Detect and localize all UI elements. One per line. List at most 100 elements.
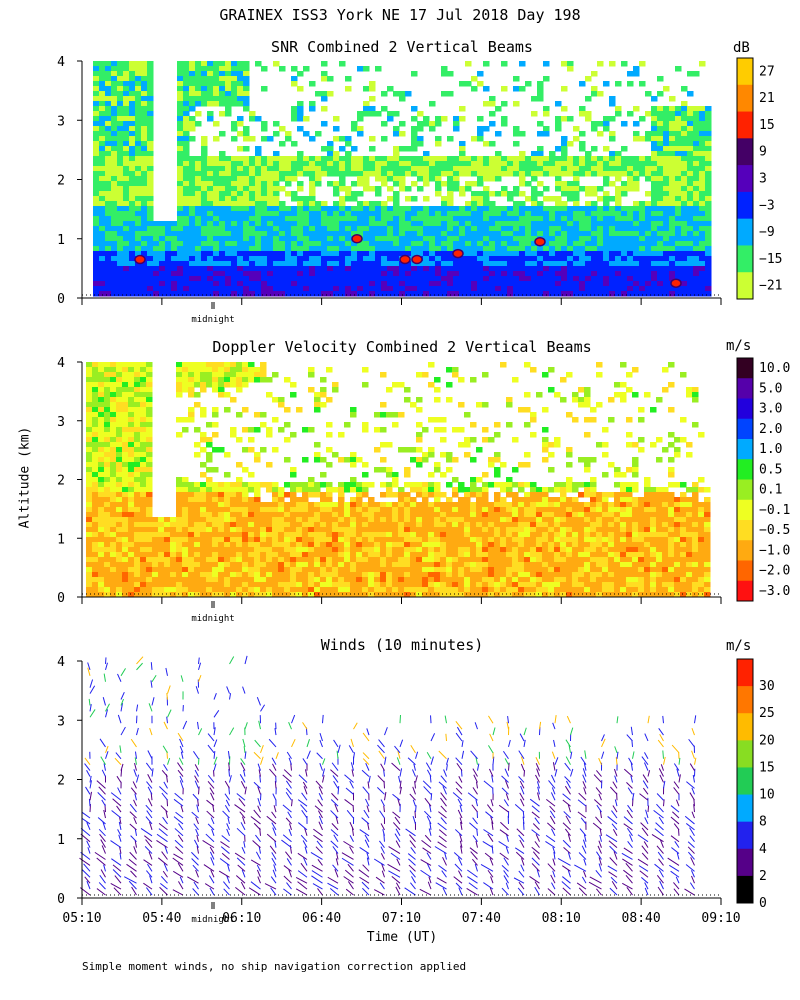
velocity-cell [332, 567, 339, 573]
snr-cell [477, 176, 484, 182]
velocity-cell [266, 432, 273, 438]
velocity-cell [122, 387, 129, 393]
velocity-cell [254, 552, 261, 558]
snr-cell [429, 236, 436, 242]
velocity-cell [248, 482, 255, 488]
snr-cell [393, 261, 400, 267]
snr-cell [291, 246, 298, 252]
velocity-cell [326, 582, 333, 588]
snr-cell [447, 71, 454, 77]
velocity-cell [128, 522, 135, 528]
snr-cell [117, 131, 124, 137]
velocity-cell [362, 557, 369, 563]
snr-cell [237, 61, 244, 67]
snr-cell [141, 186, 148, 192]
snr-cell [111, 236, 118, 242]
snr-cell [207, 211, 214, 217]
snr-cell [195, 206, 202, 212]
snr-cell [177, 196, 184, 202]
velocity-cell [224, 587, 231, 593]
snr-cell [177, 106, 184, 112]
velocity-cell [110, 492, 117, 498]
velocity-cell [98, 537, 105, 543]
snr-cell [231, 231, 238, 237]
snr-cell [525, 261, 532, 267]
snr-cell [303, 66, 310, 72]
snr-cell [135, 206, 142, 212]
velocity-cell [188, 392, 195, 398]
velocity-cell [110, 567, 117, 573]
velocity-cell [314, 457, 321, 463]
snr-cell [225, 81, 232, 87]
velocity-colorbar-unit: m/s [726, 338, 752, 354]
snr-cell [669, 171, 676, 177]
velocity-cell [146, 367, 153, 373]
snr-cell [333, 116, 340, 122]
snr-cell [645, 171, 652, 177]
snr-cell [147, 106, 154, 112]
snr-cell [351, 286, 358, 292]
snr-cell [129, 61, 136, 67]
snr-cell [291, 286, 298, 292]
snr-cell [111, 191, 118, 197]
snr-cell [183, 251, 190, 257]
velocity-cell [110, 547, 117, 553]
snr-cell [309, 286, 316, 292]
snr-cell [579, 286, 586, 292]
velocity-cell [212, 577, 219, 583]
velocity-cell [122, 502, 129, 508]
snr-cell [477, 246, 484, 252]
snr-cell [537, 226, 544, 232]
velocity-cell [254, 452, 261, 458]
velocity-cell [92, 487, 99, 493]
velocity-cell [152, 517, 159, 523]
snr-cell [297, 276, 304, 282]
snr-cell [237, 101, 244, 107]
velocity-cell [362, 367, 369, 373]
velocity-cell [206, 512, 213, 518]
snr-cell [555, 256, 562, 262]
snr-cell [393, 251, 400, 257]
snr-cell [483, 126, 490, 132]
snr-cell [693, 111, 700, 117]
snr-cell [189, 231, 196, 237]
velocity-cell [278, 552, 285, 558]
snr-cell [573, 211, 580, 217]
velocity-cell [212, 582, 219, 588]
velocity-cell [134, 497, 141, 503]
snr-cell [693, 156, 700, 162]
snr-cell [447, 231, 454, 237]
velocity-cell [314, 482, 321, 488]
snr-cell [597, 236, 604, 242]
snr-cell [93, 201, 100, 207]
snr-cell [429, 211, 436, 217]
snr-cell [501, 266, 508, 272]
snr-cell [237, 181, 244, 187]
snr-cell [303, 241, 310, 247]
velocity-cell [248, 547, 255, 553]
velocity-cell [230, 542, 237, 548]
snr-cell [303, 116, 310, 122]
snr-cell [279, 291, 286, 297]
velocity-cell [140, 592, 147, 598]
snr-cell [399, 271, 406, 277]
snr-cell [411, 71, 418, 77]
snr-cell [603, 196, 610, 202]
snr-cell [261, 171, 268, 177]
snr-cell [315, 216, 322, 222]
snr-cell [429, 161, 436, 167]
velocity-cell [122, 452, 129, 458]
velocity-cell [374, 547, 381, 553]
snr-cell [537, 166, 544, 172]
velocity-cell [296, 587, 303, 593]
snr-cell [561, 211, 568, 217]
snr-cell [261, 186, 268, 192]
velocity-cell [266, 392, 273, 398]
snr-cell [591, 246, 598, 252]
snr-cell [105, 271, 112, 277]
velocity-cell [356, 507, 363, 513]
velocity-cell [86, 392, 93, 398]
velocity-cell [368, 512, 375, 518]
snr-cell [231, 291, 238, 297]
snr-cell [615, 106, 622, 112]
